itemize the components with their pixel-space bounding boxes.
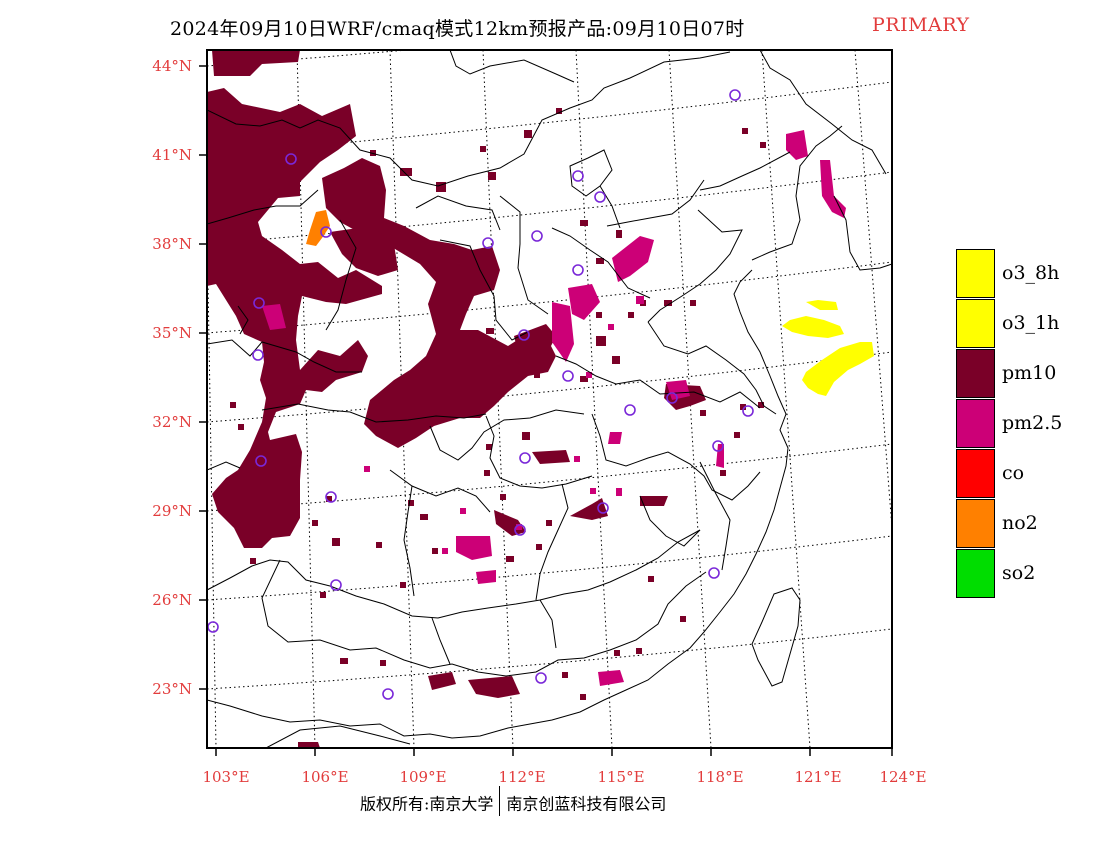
lat-label: 32°N <box>152 413 192 431</box>
legend-label: no2 <box>1002 512 1038 534</box>
legend-swatch <box>956 249 995 298</box>
legend-swatch <box>956 299 995 348</box>
legend-item: pm2.5 <box>956 399 1096 449</box>
lon-label: 106°E <box>301 768 348 786</box>
lat-label: 23°N <box>152 680 192 698</box>
map-frame <box>206 49 893 749</box>
tick-marks <box>199 65 893 756</box>
legend-item: o3_8h <box>956 249 1096 299</box>
legend-swatch <box>956 499 995 548</box>
o3-regions <box>782 300 874 396</box>
legend-swatch <box>956 349 995 398</box>
lon-label: 109°E <box>399 768 446 786</box>
boundaries <box>207 50 892 748</box>
legend-item: pm10 <box>956 349 1096 399</box>
legend-swatch <box>956 449 995 498</box>
copyright-footer: 版权所有:南京大学 南京创蓝科技有限公司 <box>360 786 667 820</box>
lat-label: 44°N <box>152 57 192 75</box>
pm25-regions <box>262 130 846 686</box>
footer-separator <box>499 786 501 816</box>
lat-label: 38°N <box>152 235 192 253</box>
legend-swatch <box>956 549 995 598</box>
legend-label: so2 <box>1002 562 1036 584</box>
lon-label: 115°E <box>597 768 644 786</box>
legend-label: co <box>1002 462 1025 484</box>
lat-label: 35°N <box>152 324 192 342</box>
lat-label: 26°N <box>152 591 192 609</box>
legend-label: o3_1h <box>1002 312 1060 334</box>
title-primary-tag: PRIMARY <box>872 14 970 36</box>
legend-item: o3_1h <box>956 299 1096 349</box>
title-main: 2024年09月10日WRF/cmaq模式12km预报产品:09月10日07时 <box>170 18 745 40</box>
longitude-labels: 103°E 106°E 109°E 112°E 115°E 118°E 121°… <box>202 768 926 786</box>
footer-left: 版权所有:南京大学 <box>360 794 494 814</box>
lon-label: 118°E <box>696 768 743 786</box>
pm25-specks <box>364 296 644 554</box>
no2-region <box>306 210 330 246</box>
latitude-labels: 44°N 41°N 38°N 35°N 32°N 29°N 26°N 23°N <box>152 57 192 698</box>
lon-label: 121°E <box>794 768 841 786</box>
footer-right: 南京创蓝科技有限公司 <box>506 794 667 814</box>
legend-item: so2 <box>956 549 1096 599</box>
legend: o3_8h o3_1h pm10 pm2.5 co no2 so2 <box>956 249 1096 599</box>
pm10-regions <box>207 50 706 748</box>
lon-label: 103°E <box>202 768 249 786</box>
legend-item: co <box>956 449 1096 499</box>
lat-label: 29°N <box>152 502 192 520</box>
legend-label: o3_8h <box>1002 262 1060 284</box>
legend-item: no2 <box>956 499 1096 549</box>
lat-label: 41°N <box>152 146 192 164</box>
legend-label: pm2.5 <box>1002 412 1063 434</box>
stations <box>207 89 754 700</box>
lon-label: 124°E <box>879 768 926 786</box>
lon-label: 112°E <box>498 768 545 786</box>
legend-label: pm10 <box>1002 362 1057 384</box>
legend-swatch <box>956 399 995 448</box>
